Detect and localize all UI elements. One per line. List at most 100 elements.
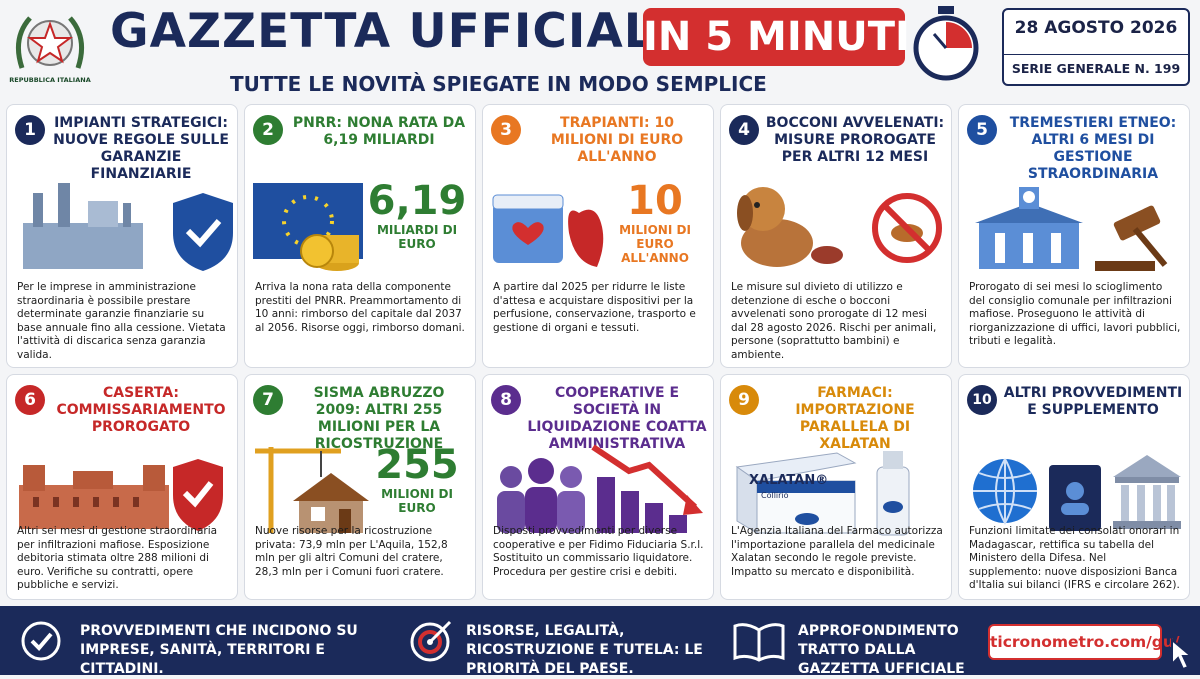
illustration-shape xyxy=(1115,477,1179,483)
illustration-shape xyxy=(737,187,942,267)
illustration-shape xyxy=(311,507,325,521)
illustration xyxy=(13,437,235,539)
card-header: 1 IMPIANTI STRATEGICI: NUOVE REGOLE SULLE… xyxy=(15,115,231,182)
card-number: 3 xyxy=(491,115,521,145)
big-label: MILIARDI DI EURO xyxy=(376,223,458,251)
illustration-shape xyxy=(339,509,351,533)
card: 6 CASERTA: COMMISSARIAMENTO PROROGATO Altr… xyxy=(6,374,238,600)
big-number: 6,19 xyxy=(367,178,467,224)
card: 8 COOPERATIVE E SOCIETÀ IN LIQUIDAZIONE C… xyxy=(482,374,714,600)
box-sub: Collirio xyxy=(761,491,789,500)
illustration-shape xyxy=(33,497,139,507)
card-header: 7 SISMA ABRUZZO 2009: ALTRI 255 MILIONI P… xyxy=(253,385,469,452)
illustration-shape xyxy=(560,466,582,488)
card-number: 8 xyxy=(491,385,521,415)
stopwatch-button xyxy=(938,6,954,14)
card-number: 5 xyxy=(967,115,997,145)
illustration-shape xyxy=(143,465,165,491)
big-figure: 10 MILIONI DI EURO ALL'ANNO xyxy=(603,179,707,265)
stopwatch-hand xyxy=(932,33,948,49)
illustration-shape xyxy=(293,473,369,501)
illustration-shape xyxy=(568,209,604,267)
date-box: 28 AGOSTO 2026 SERIE GENERALE N. 199 xyxy=(1002,8,1190,86)
illustration xyxy=(965,437,1187,539)
illustration-shape xyxy=(497,491,525,533)
illustration xyxy=(13,173,235,275)
date: 28 AGOSTO 2026 xyxy=(1014,18,1178,38)
illustration-shape xyxy=(88,201,118,227)
illustration-shape xyxy=(1113,521,1181,529)
illustration-shape xyxy=(735,451,910,536)
book-icon xyxy=(733,623,785,662)
illustration-shape xyxy=(512,222,544,245)
footer-item: PROVVEDIMENTI CHE INCIDONO SU IMPRESE, S… xyxy=(80,623,358,677)
illustration-shape xyxy=(811,246,843,264)
card-body: Per le imprese in amministrazione straor… xyxy=(17,281,226,361)
card: 10 ALTRI PROVVEDIMENTI E SUPPLEMENTO Funzi… xyxy=(958,374,1190,600)
illustration-shape xyxy=(1113,455,1181,477)
illustration-shape xyxy=(1061,503,1089,515)
illustration-shape xyxy=(53,497,59,507)
illustration-shape xyxy=(1132,227,1168,267)
book-shape xyxy=(733,623,785,662)
illustration-shape xyxy=(492,194,564,210)
illustration-shape xyxy=(23,223,143,269)
card-number: 9 xyxy=(729,385,759,415)
illustration-shape xyxy=(883,451,903,469)
emblem-branches xyxy=(15,16,85,69)
card-header: 9 FARMACI: IMPORTAZIONE PARALLELA DI XALA… xyxy=(729,385,945,452)
illustration-shape xyxy=(737,195,753,231)
card-title: SISMA ABRUZZO 2009: ALTRI 255 MILIONI PE… xyxy=(313,385,445,452)
card-title: TREMESTIERI ETNEO: ALTRI 6 MESI DI GESTI… xyxy=(1009,115,1177,182)
card-header: 8 COOPERATIVE E SOCIETÀ IN LIQUIDAZIONE C… xyxy=(491,385,707,452)
footer: PROVVEDIMENTI CHE INCIDONO SU IMPRESE, S… xyxy=(0,606,1200,677)
big-label: MILIONI DI EURO ALL'ANNO xyxy=(619,223,691,265)
card-body: Le misure sul divieto di utilizzo e dete… xyxy=(731,281,937,361)
illustration-shape xyxy=(23,183,233,271)
illustration-shape xyxy=(1051,233,1061,263)
card-body: A partire dal 2025 per ridurre le liste … xyxy=(493,281,696,334)
emblem-star xyxy=(27,21,73,64)
illustration-shape xyxy=(73,471,113,489)
card: 2 PNRR: NONA RATA DA 6,19 MILIARDI 6,19 MIL… xyxy=(244,104,476,368)
illustration-shape xyxy=(591,444,698,510)
illustration-shape xyxy=(621,491,639,533)
illustration-shape xyxy=(1113,205,1161,241)
card-title: FARMACI: IMPORTAZIONE PARALLELA DI XALAT… xyxy=(795,385,915,452)
pointer-icon xyxy=(1171,637,1194,671)
target-arrow xyxy=(428,620,452,644)
pointer-shape xyxy=(1171,637,1194,671)
card: 7 SISMA ABRUZZO 2009: ALTRI 255 MILIONI P… xyxy=(244,374,476,600)
footer-item: RISORSE, LEGALITÀ, RICOSTRUZIONE E TUTEL… xyxy=(466,623,703,677)
footer-item: APPROFONDIMENTO TRATTO DALLA GAZZETTA UF… xyxy=(798,623,965,677)
card-body: Funzioni limitate dei consolati onorari … xyxy=(969,525,1180,592)
target-ring xyxy=(418,630,442,654)
card-title: TRAPIANTI: 10 MILIONI DI EURO ALL'ANNO xyxy=(550,115,684,165)
card-body: Prorogato di sei mesi lo scioglimento de… xyxy=(969,281,1181,348)
illustration-shape xyxy=(58,183,70,227)
card: 5 TREMESTIERI ETNEO: ALTRI 6 MESI DI GEST… xyxy=(958,104,1190,368)
card-title: CASERTA: COMMISSARIAMENTO PROROGATO xyxy=(56,385,226,435)
illustration-shape xyxy=(133,497,139,507)
card-header: 2 PNRR: NONA RATA DA 6,19 MILIARDI xyxy=(253,115,469,177)
card-body: Altri sei mesi di gestione straordinaria… xyxy=(17,525,218,592)
illustration-shape xyxy=(173,193,233,271)
illustration-shape xyxy=(973,458,1037,526)
card-title: BOCCONI AVVELENATI: MISURE PROROGATE PER… xyxy=(765,115,945,165)
card: 4 BOCCONI AVVELENATI: MISURE PROROGATE PE… xyxy=(720,104,952,368)
illustration-shape xyxy=(1095,261,1155,271)
card-header: 3 TRAPIANTI: 10 MILIONI DI EURO ALL'ANNO xyxy=(491,115,707,177)
illustration-shape xyxy=(995,233,1005,263)
big-label: MILIONI DI EURO xyxy=(381,487,453,515)
card-header: 4 BOCCONI AVVELENATI: MISURE PROROGATE PE… xyxy=(729,115,945,177)
emblem xyxy=(15,16,85,69)
card-number: 4 xyxy=(729,115,759,145)
illustration-shape xyxy=(23,465,45,491)
big-figure: 6,19 MILIARDI DI EURO xyxy=(365,179,469,251)
illustration-shape xyxy=(882,203,932,253)
card-title: ALTRI PROVVEDIMENTI E SUPPLEMENTO xyxy=(1003,385,1183,418)
check-mark xyxy=(30,632,53,651)
card-number: 10 xyxy=(967,385,997,415)
illustration-shape xyxy=(497,444,703,533)
url-button[interactable]: ticronometro.com/gu/ xyxy=(988,624,1180,660)
